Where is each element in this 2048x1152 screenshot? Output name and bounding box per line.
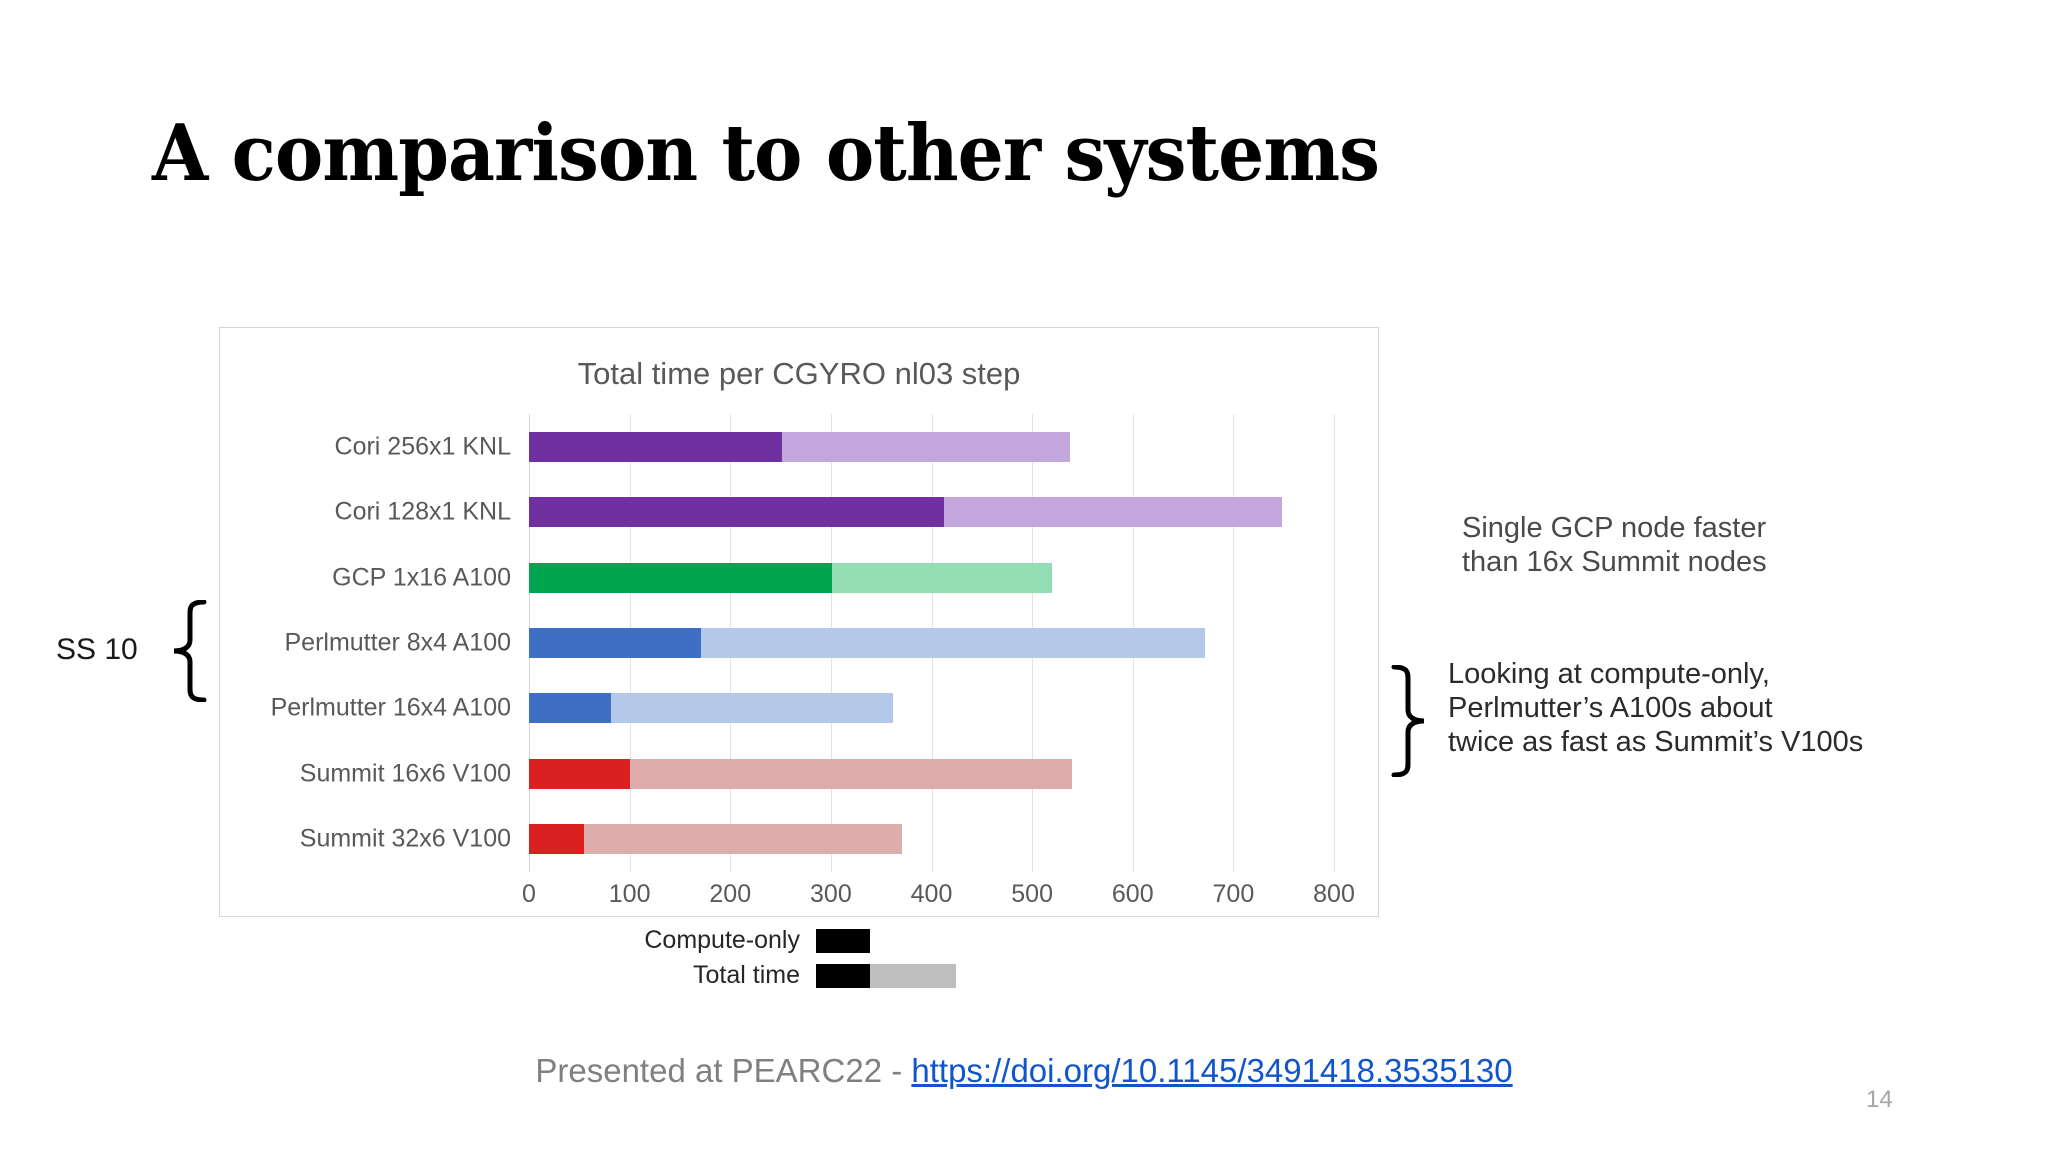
bar-segment-compute [529, 497, 944, 528]
category-label: GCP 1x16 A100 [332, 563, 511, 592]
bar-row: Cori 128x1 KNL [335, 497, 1282, 528]
category-label: Summit 16x6 V100 [299, 759, 511, 788]
x-tick-label: 500 [1011, 880, 1053, 908]
legend-swatches [816, 928, 870, 953]
footer-prefix: Presented at PEARC22 - [535, 1052, 912, 1089]
bar-row: Perlmutter 8x4 A100 [284, 628, 1206, 658]
bar-segment-remainder [629, 758, 1073, 789]
legend-row: Compute-only [595, 925, 1155, 956]
legend-swatch [816, 963, 870, 988]
perlmutter-callout: Looking at compute-only, Perlmutter’s A1… [1448, 658, 1864, 759]
bar-segment-compute [529, 431, 782, 462]
bar-row: Summit 32x6 V100 [300, 824, 903, 855]
legend-swatch [870, 963, 956, 988]
page-number: 14 [1866, 1086, 1893, 1113]
bar-row: Cori 256x1 KNL [335, 431, 1071, 462]
bar-row: Summit 16x6 V100 [300, 758, 1073, 789]
footer-citation: Presented at PEARC22 - https://doi.org/1… [0, 1052, 2048, 1090]
chart-container: Total time per CGYRO nl03 step Cori 256x… [219, 327, 1379, 917]
category-label: Cori 256x1 KNL [334, 432, 511, 461]
bar-segment-compute [529, 693, 611, 724]
chart-bars: Cori 256x1 KNL Cori 128x1 KNL GCP 1x16 A10… [271, 414, 1334, 872]
bar-segment-remainder [610, 693, 894, 724]
perlmutter-brace [1390, 665, 1430, 777]
ss10-brace [168, 600, 208, 702]
x-tick-label: 800 [1313, 880, 1355, 908]
bar-segment-compute [529, 628, 702, 658]
x-tick-label: 100 [608, 880, 651, 908]
x-tick-label: 200 [709, 880, 752, 908]
x-tick-label: 600 [1111, 880, 1154, 908]
bar-segment-compute [529, 562, 832, 593]
gridline-700 [1233, 414, 1235, 872]
x-tick-label: 0 [522, 880, 536, 908]
ss10-label: SS 10 [56, 633, 138, 666]
category-label: Summit 32x6 V100 [299, 824, 511, 853]
chart-title: Total time per CGYRO nl03 step [577, 356, 1021, 391]
legend-label: Compute-only [644, 926, 800, 954]
bar-segment-remainder [831, 562, 1053, 593]
chart-plot-area: Cori 256x1 KNL Cori 128x1 KNL GCP 1x16 A10… [271, 414, 1355, 908]
x-tick-label: 300 [810, 880, 852, 908]
bar-segment-remainder [701, 628, 1206, 658]
gcp-callout: Single GCP node faster than 16x Summit n… [1462, 512, 1767, 579]
bar-segment-remainder [943, 497, 1282, 528]
doi-link[interactable]: https://doi.org/10.1145/3491418.3535130 [911, 1052, 1513, 1089]
bar-segment-compute [529, 758, 630, 789]
bar-segment-compute [529, 824, 585, 855]
category-label: Cori 128x1 KNL [334, 497, 511, 526]
gridline-800 [1334, 414, 1335, 872]
bar-row: GCP 1x16 A100 [332, 562, 1053, 593]
category-label: Perlmutter 8x4 A100 [284, 628, 511, 657]
legend-row: Total time [595, 960, 1155, 991]
chart-legend: Compute-only Total time [595, 925, 1155, 995]
page-title: A comparison to other systems [152, 108, 1380, 199]
bar-segment-remainder [781, 431, 1071, 462]
x-tick-label: 400 [910, 880, 953, 908]
bar-row: Perlmutter 16x4 A100 [271, 693, 894, 724]
bar-segment-remainder [584, 824, 903, 855]
legend-swatch [816, 928, 870, 953]
x-tick-label: 700 [1212, 880, 1255, 908]
legend-swatches [816, 963, 956, 988]
category-label: Perlmutter 16x4 A100 [270, 693, 511, 722]
legend-label: Total time [693, 961, 800, 989]
